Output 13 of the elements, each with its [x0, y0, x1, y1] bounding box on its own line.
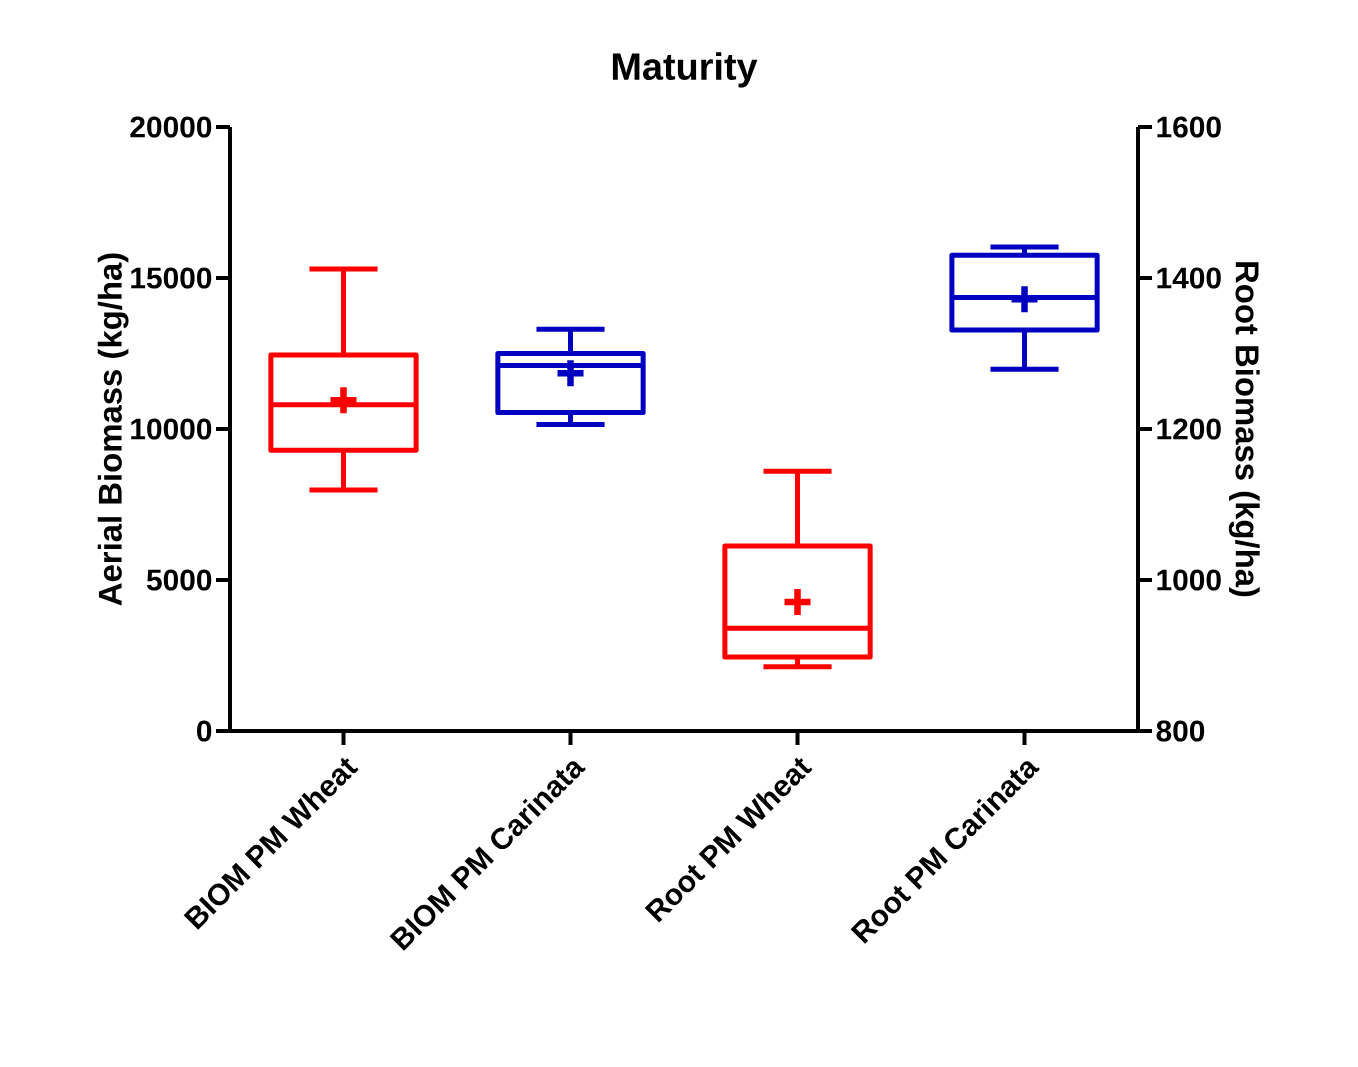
y2-tick-label: 1000 [1157, 569, 1221, 591]
chart-title: Maturity [612, 52, 758, 88]
y-tick-label: 20000 [130, 116, 212, 138]
y2-axis-title: Root Biomass (kg/ha) [1228, 262, 1260, 597]
y2-tick-label: 800 [1156, 720, 1205, 742]
y2-tick-label: 1600 [1157, 116, 1221, 138]
y-tick-label: 0 [197, 720, 212, 742]
y2-tick-label: 1400 [1157, 267, 1221, 289]
y-tick-label: 5000 [146, 569, 212, 591]
y-axis-title: Aerial Biomass (kg/ha) [97, 253, 129, 606]
y-tick-label: 10000 [131, 418, 212, 440]
y2-tick-label: 1200 [1157, 418, 1221, 440]
y-tick-label: 15000 [131, 267, 212, 289]
